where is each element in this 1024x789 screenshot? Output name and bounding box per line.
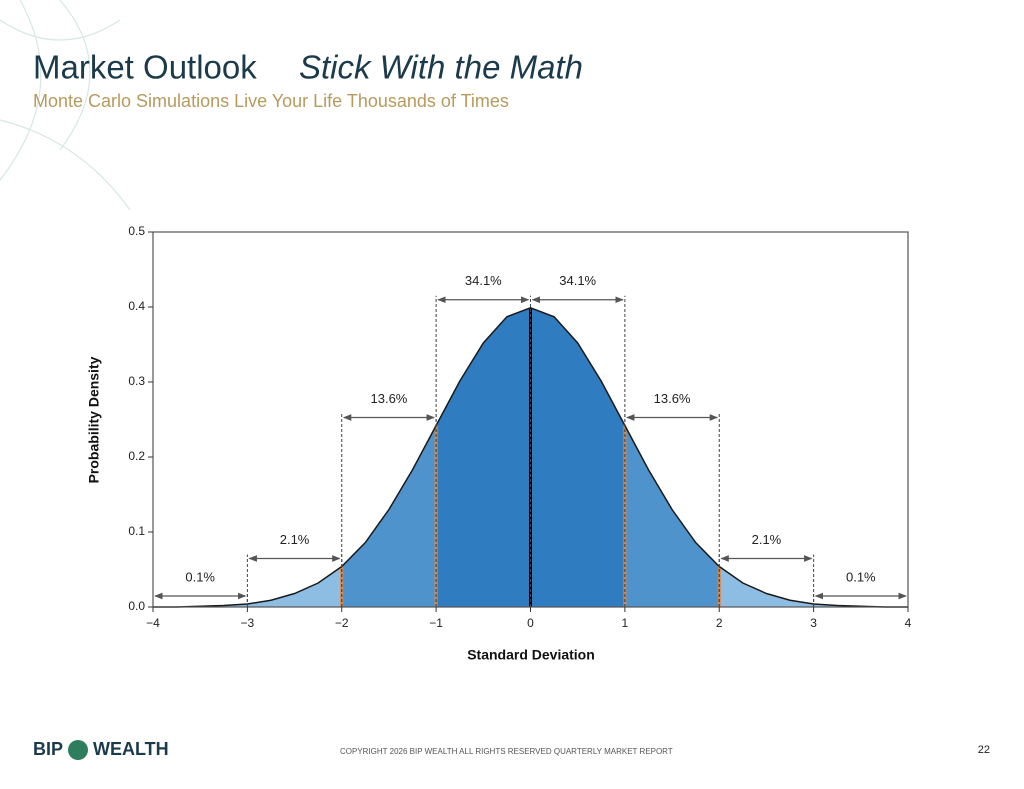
y-tick-label: 0.5 [128, 224, 145, 238]
logo-right: WEALTH [93, 739, 169, 759]
band-label: 2.1% [280, 532, 310, 547]
logo-mark [68, 740, 88, 760]
x-tick-label: 2 [716, 616, 723, 630]
band-area [530, 307, 625, 607]
band-label: 0.1% [846, 569, 876, 584]
band-label: 34.1% [465, 273, 502, 288]
y-axis-label: Probability Density [86, 356, 102, 483]
subtitle: Monte Carlo Simulations Live Your Life T… [33, 91, 509, 111]
logo-left: BIP [33, 739, 63, 759]
band-label: 13.6% [654, 391, 691, 406]
page-number: 22 [978, 744, 990, 756]
y-tick-label: 0.3 [128, 374, 145, 388]
band-label: 2.1% [752, 532, 782, 547]
copyright: COPYRIGHT 2026 BIP WEALTH ALL RIGHTS RES… [340, 747, 673, 756]
density-curve [153, 306, 908, 608]
band-area [436, 307, 531, 607]
x-tick-label: −2 [335, 616, 349, 630]
x-axis-label: Standard Deviation [467, 647, 595, 663]
band-area [719, 566, 814, 607]
band-area [247, 566, 342, 607]
x-tick-label: −4 [146, 616, 160, 630]
x-tick-label: −3 [241, 616, 255, 630]
x-tick-label: 3 [810, 616, 817, 630]
decoration [0, 0, 131, 211]
y-tick-label: 0.0 [128, 599, 145, 613]
band-label: 13.6% [371, 391, 408, 406]
y-tick-label: 0.2 [128, 449, 145, 463]
y-tick-label: 0.4 [128, 299, 145, 313]
x-tick-label: 0 [527, 616, 534, 630]
title-emphasis: Stick With the Math [299, 49, 583, 86]
title: Market Outlook [33, 49, 257, 86]
x-tick-label: 4 [905, 616, 912, 630]
x-tick-label: −1 [429, 616, 443, 630]
band-label: 0.1% [185, 569, 215, 584]
band-label: 34.1% [559, 273, 596, 288]
y-tick-label: 0.1 [128, 524, 145, 538]
x-tick-label: 1 [622, 616, 629, 630]
